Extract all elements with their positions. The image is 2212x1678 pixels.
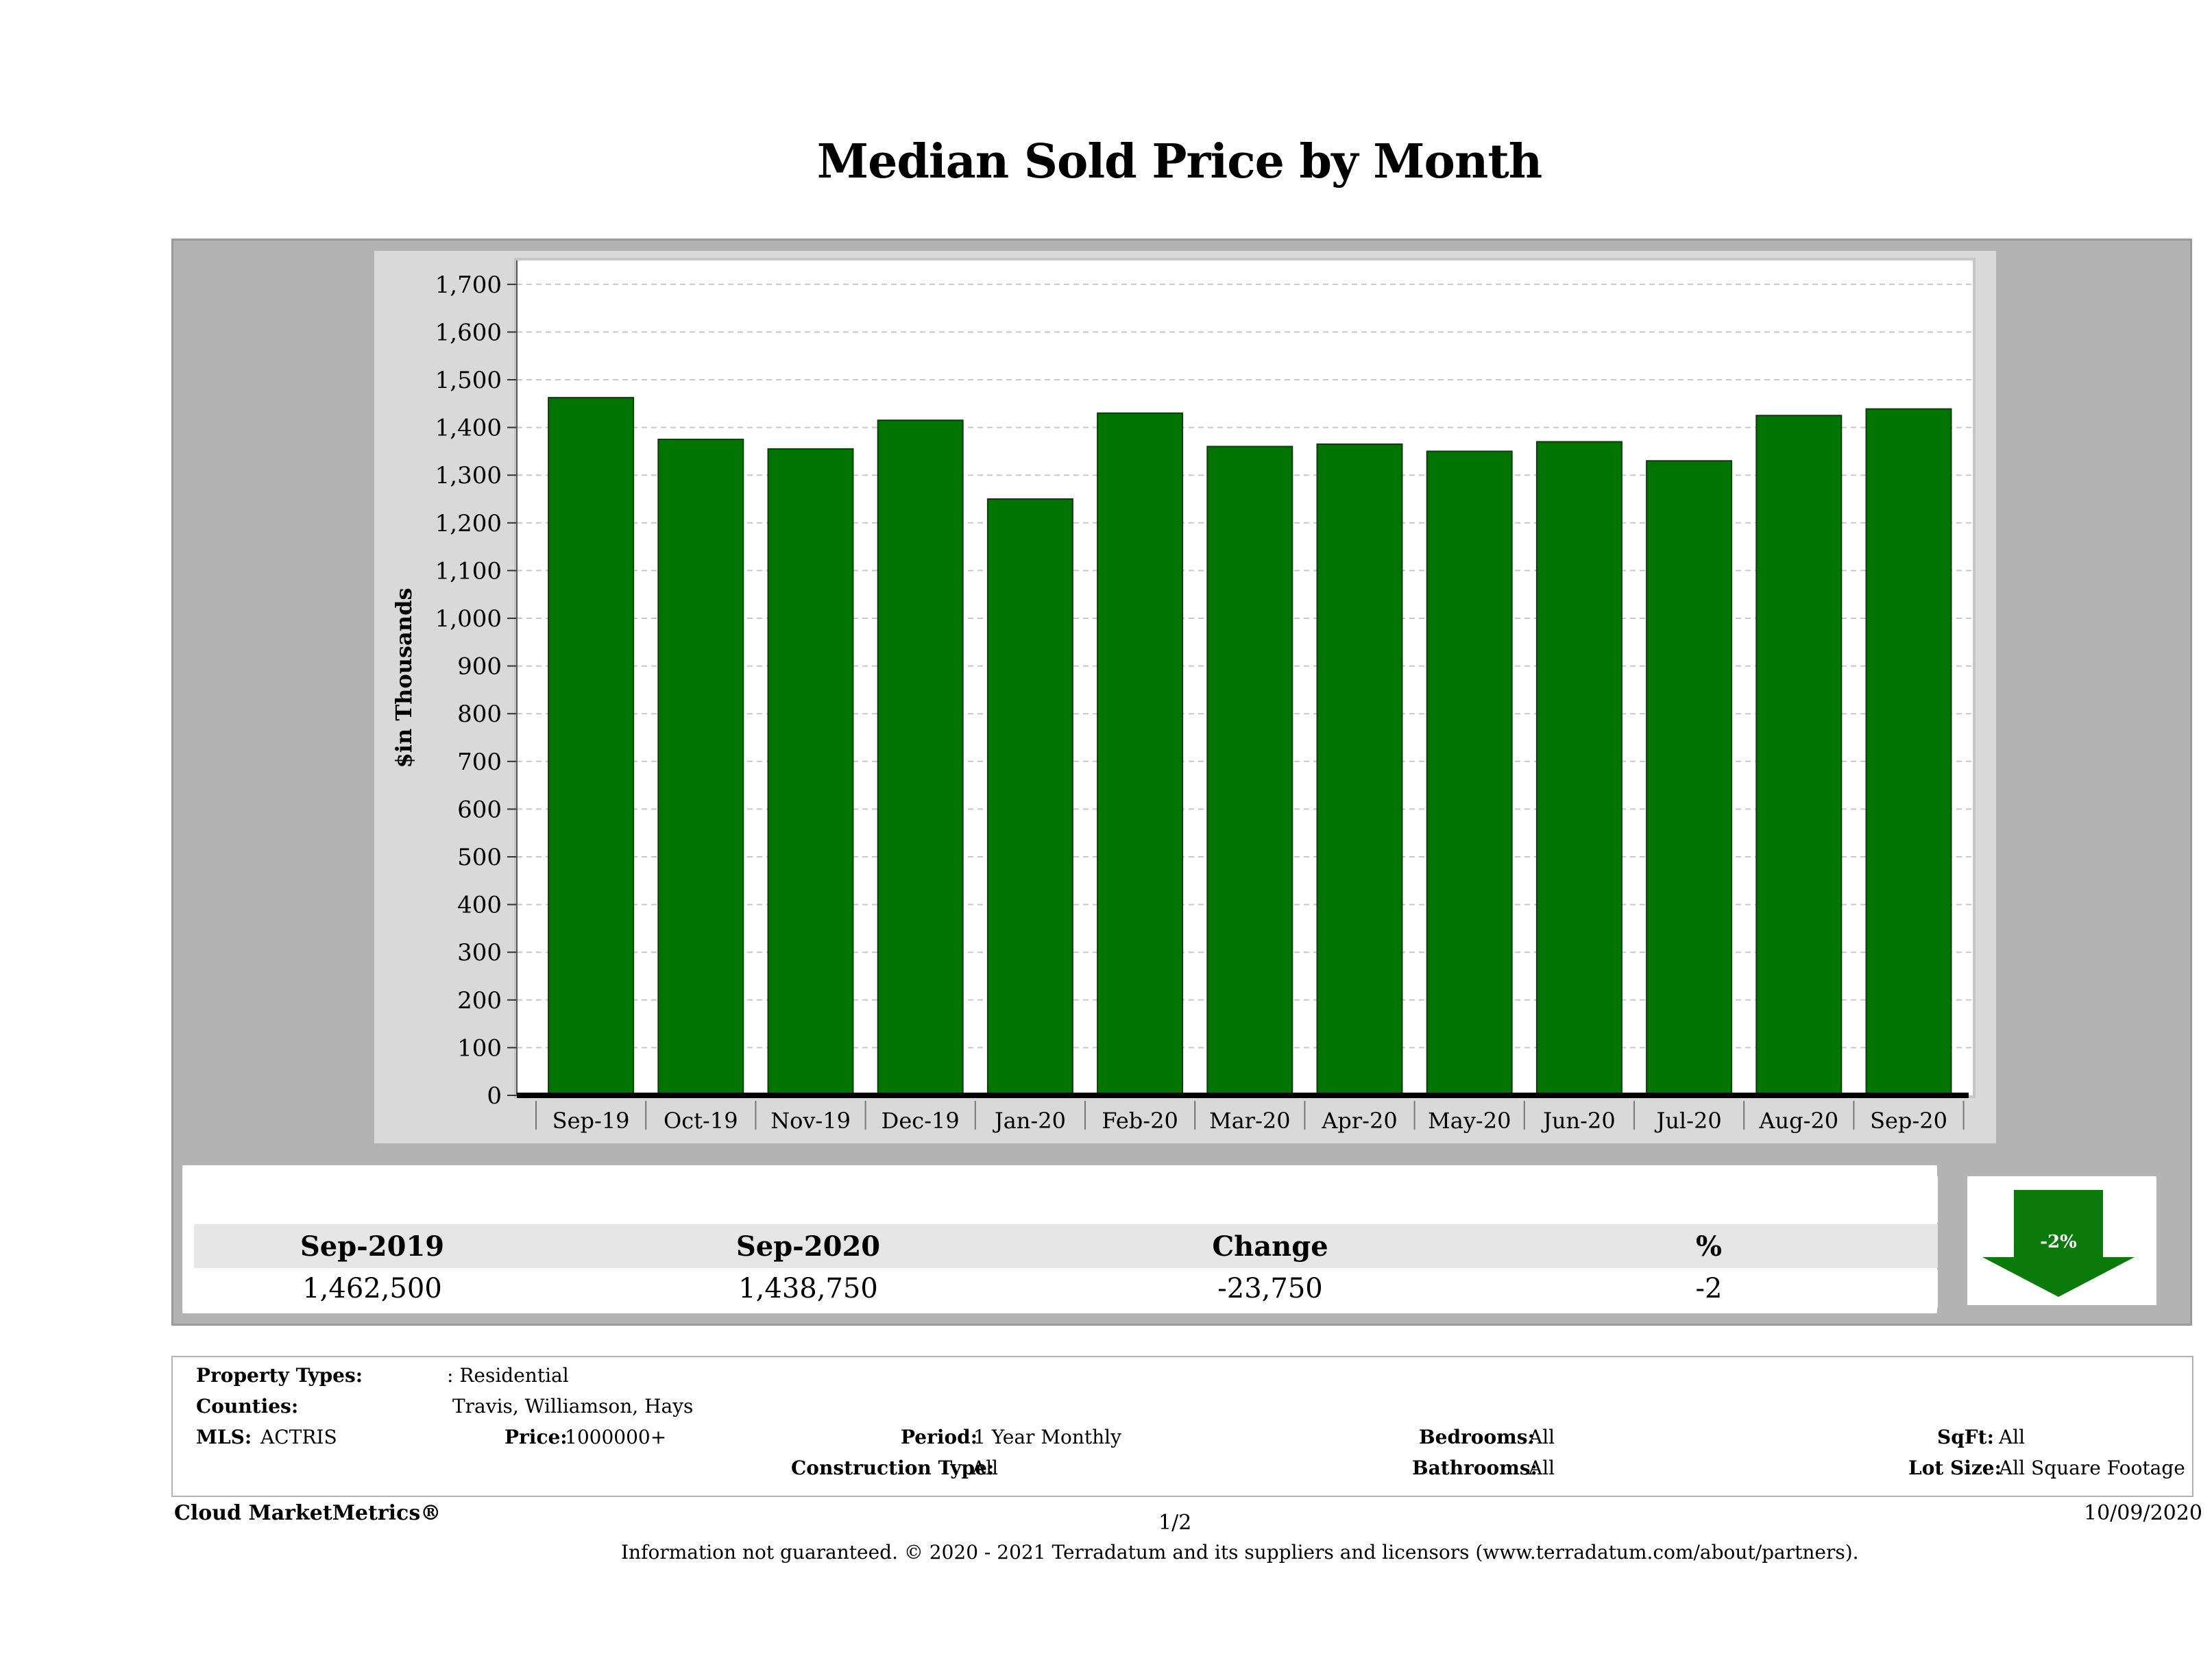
property-types-value: : Residential <box>447 1364 569 1387</box>
construction-type-label: Construction Type: <box>791 1457 995 1479</box>
construction-type-value: All <box>972 1457 999 1479</box>
bedrooms-value: All <box>1529 1426 1555 1448</box>
x-tick-label: Dec-19 <box>882 1108 960 1134</box>
x-tick-label: Jun-20 <box>1541 1108 1616 1134</box>
x-tick-label: Jul-20 <box>1654 1108 1721 1134</box>
y-tick-label: 1,000 <box>435 605 502 633</box>
sqft-value: All <box>1999 1426 2026 1448</box>
bar <box>1755 415 1843 1096</box>
property-types-label: Property Types: <box>196 1364 363 1387</box>
x-tick-label: Jan-20 <box>993 1108 1066 1134</box>
x-tick-label: May-20 <box>1428 1108 1511 1134</box>
chart-panel: 0 100 200 300 400 500 600 700 800 900 1,000 1,100 1,… <box>374 251 1996 1143</box>
mls-label: MLS: <box>196 1426 252 1448</box>
y-tick-label: 1,100 <box>435 557 502 585</box>
mls-value: ACTRIS <box>260 1426 337 1448</box>
x-tick-label: Oct-19 <box>664 1108 738 1134</box>
y-tick-label: 800 <box>457 701 502 728</box>
sqft-label: SqFt: <box>1937 1426 1994 1448</box>
bar <box>767 448 854 1097</box>
y-tick-label: 100 <box>457 1034 502 1062</box>
change-percent-label: -2% <box>2040 1232 2077 1252</box>
bar <box>1097 412 1184 1097</box>
bar-chart: 0 100 200 300 400 500 600 700 800 900 1,000 1,100 1,… <box>391 258 1976 1134</box>
x-tick-label: Sep-19 <box>552 1108 630 1134</box>
summary-blank-row <box>194 1176 1938 1223</box>
bar <box>1865 408 1952 1096</box>
bar <box>1426 450 1513 1096</box>
y-tick-label: 500 <box>457 844 502 871</box>
summary-header-change: Change <box>1212 1230 1328 1263</box>
x-tick-label: Aug-20 <box>1758 1108 1838 1134</box>
y-tick-label: 300 <box>457 939 502 966</box>
bathrooms-value: All <box>1529 1457 1555 1479</box>
counties-value: Travis, Williamson, Hays <box>452 1395 694 1418</box>
bar <box>1316 443 1403 1096</box>
chart-title: Median Sold Price by Month <box>816 134 1542 189</box>
y-tick-label: 900 <box>457 653 502 681</box>
bar <box>1206 446 1293 1096</box>
y-tick-label: 1,300 <box>435 462 502 489</box>
y-tick-label: 400 <box>457 892 502 919</box>
period-label: Period: <box>901 1426 978 1448</box>
brand-name: Cloud MarketMetrics® <box>174 1501 441 1525</box>
summary-value-end: 1,438,750 <box>738 1273 878 1304</box>
x-tick-label: Mar-20 <box>1209 1108 1291 1134</box>
summary-value-percent: -2 <box>1695 1273 1723 1304</box>
y-tick-label: 1,700 <box>435 271 502 299</box>
price-value: 1000000+ <box>565 1426 667 1448</box>
summary-header-start: Sep-2019 <box>300 1230 445 1263</box>
y-tick-label: 1,200 <box>435 510 502 537</box>
criteria-panel <box>171 1356 2193 1497</box>
bar <box>1535 441 1622 1097</box>
down-arrow-icon <box>1982 1190 2135 1297</box>
counties-label: Counties: <box>196 1395 299 1418</box>
x-tick-label: Nov-19 <box>770 1108 851 1134</box>
summary-header-row: Sep-2019 Sep-2020 Change % <box>194 1224 1938 1268</box>
y-axis-label: $in Thousands <box>391 588 417 768</box>
y-tick-label: 700 <box>457 749 502 776</box>
report-date: 10/09/2020 <box>2084 1501 2202 1525</box>
lot-size-value: All Square Footage <box>1999 1457 2185 1479</box>
summary-value-change: -23,750 <box>1217 1273 1323 1304</box>
bedrooms-label: Bedrooms: <box>1419 1426 1535 1448</box>
lot-size-label: Lot Size: <box>1908 1457 2002 1479</box>
change-indicator: -2% <box>1967 1176 2156 1305</box>
x-tick-label: Sep-20 <box>1870 1108 1947 1134</box>
bar <box>877 420 964 1097</box>
bathrooms-label: Bathrooms: <box>1412 1457 1538 1479</box>
summary-header-percent: % <box>1695 1230 1722 1263</box>
bar <box>548 397 635 1097</box>
disclaimer: Information not guaranteed. © 2020 - 202… <box>621 1541 1859 1564</box>
y-tick-label: 200 <box>457 987 502 1014</box>
bar <box>1646 460 1733 1096</box>
bar <box>986 498 1073 1096</box>
y-tick-label: 1,400 <box>435 415 502 442</box>
y-tick-label: 1,600 <box>435 319 502 346</box>
bar <box>657 439 744 1096</box>
period-value: 1 Year Monthly <box>973 1426 1121 1448</box>
summary-value-start: 1,462,500 <box>302 1273 442 1304</box>
summary-values-row: 1,462,500 1,438,750 -23,750 -2 <box>194 1269 1938 1308</box>
x-tick-label: Feb-20 <box>1102 1108 1178 1134</box>
y-tick-label: 0 <box>487 1082 502 1110</box>
price-label: Price: <box>505 1426 568 1448</box>
x-tick-label: Apr-20 <box>1321 1108 1397 1134</box>
y-tick-label: 1,500 <box>435 367 502 394</box>
page-number: 1/2 <box>1158 1511 1192 1535</box>
y-tick-label: 600 <box>457 796 502 823</box>
summary-header-end: Sep-2020 <box>736 1230 881 1263</box>
